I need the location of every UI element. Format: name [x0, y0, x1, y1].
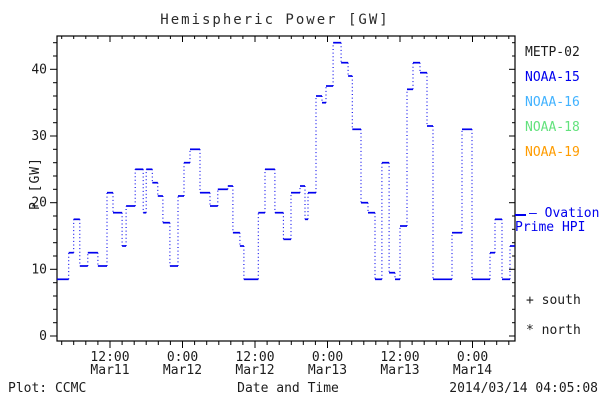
- x-tick-date-label: Mar12: [235, 363, 274, 378]
- x-tick-date-label: Mar14: [453, 363, 492, 378]
- ovation-line-sample: [515, 214, 526, 216]
- legend-ovation-line1: — Ovation: [529, 206, 600, 221]
- chart-title: Hemispheric Power [GW]: [160, 12, 390, 28]
- x-axis-label: Date and Time: [237, 381, 339, 396]
- x-tick-time-label: 12:00: [235, 350, 274, 365]
- footer-plot-credit: Plot: CCMC: [8, 381, 87, 396]
- x-tick-date-label: Mar11: [90, 363, 129, 378]
- y-tick-label: 0: [39, 329, 47, 344]
- legend-satellite-metp-02: METP-02: [525, 45, 580, 60]
- x-tick-date-label: Mar12: [163, 363, 202, 378]
- x-tick-time-label: 0:00: [167, 350, 198, 365]
- plot-frame: [56, 35, 516, 342]
- x-tick-time-label: 0:00: [457, 350, 488, 365]
- y-tick-label: 40: [31, 62, 47, 77]
- legend-marker-south: + south: [526, 293, 581, 308]
- legend-satellite-noaa-18: NOAA-18: [525, 120, 580, 135]
- y-tick-label: 20: [31, 196, 47, 211]
- legend-satellite-noaa-15: NOAA-15: [525, 70, 580, 85]
- legend-satellite-noaa-19: NOAA-19: [525, 145, 580, 160]
- legend-ovation-line2: Prime HPI: [515, 220, 586, 235]
- legend-marker-north: * north: [526, 323, 581, 338]
- y-tick-label: 30: [31, 129, 47, 144]
- y-tick-label: 10: [31, 262, 47, 277]
- x-tick-date-label: Mar13: [308, 363, 347, 378]
- x-tick-date-label: Mar13: [380, 363, 419, 378]
- footer-timestamp: 2014/03/14 04:05:08: [449, 381, 598, 396]
- x-tick-time-label: 0:00: [312, 350, 343, 365]
- x-tick-time-label: 12:00: [380, 350, 419, 365]
- legend-satellite-noaa-16: NOAA-16: [525, 95, 580, 110]
- y-axis-label: P [GW]: [28, 157, 43, 210]
- x-tick-time-label: 12:00: [90, 350, 129, 365]
